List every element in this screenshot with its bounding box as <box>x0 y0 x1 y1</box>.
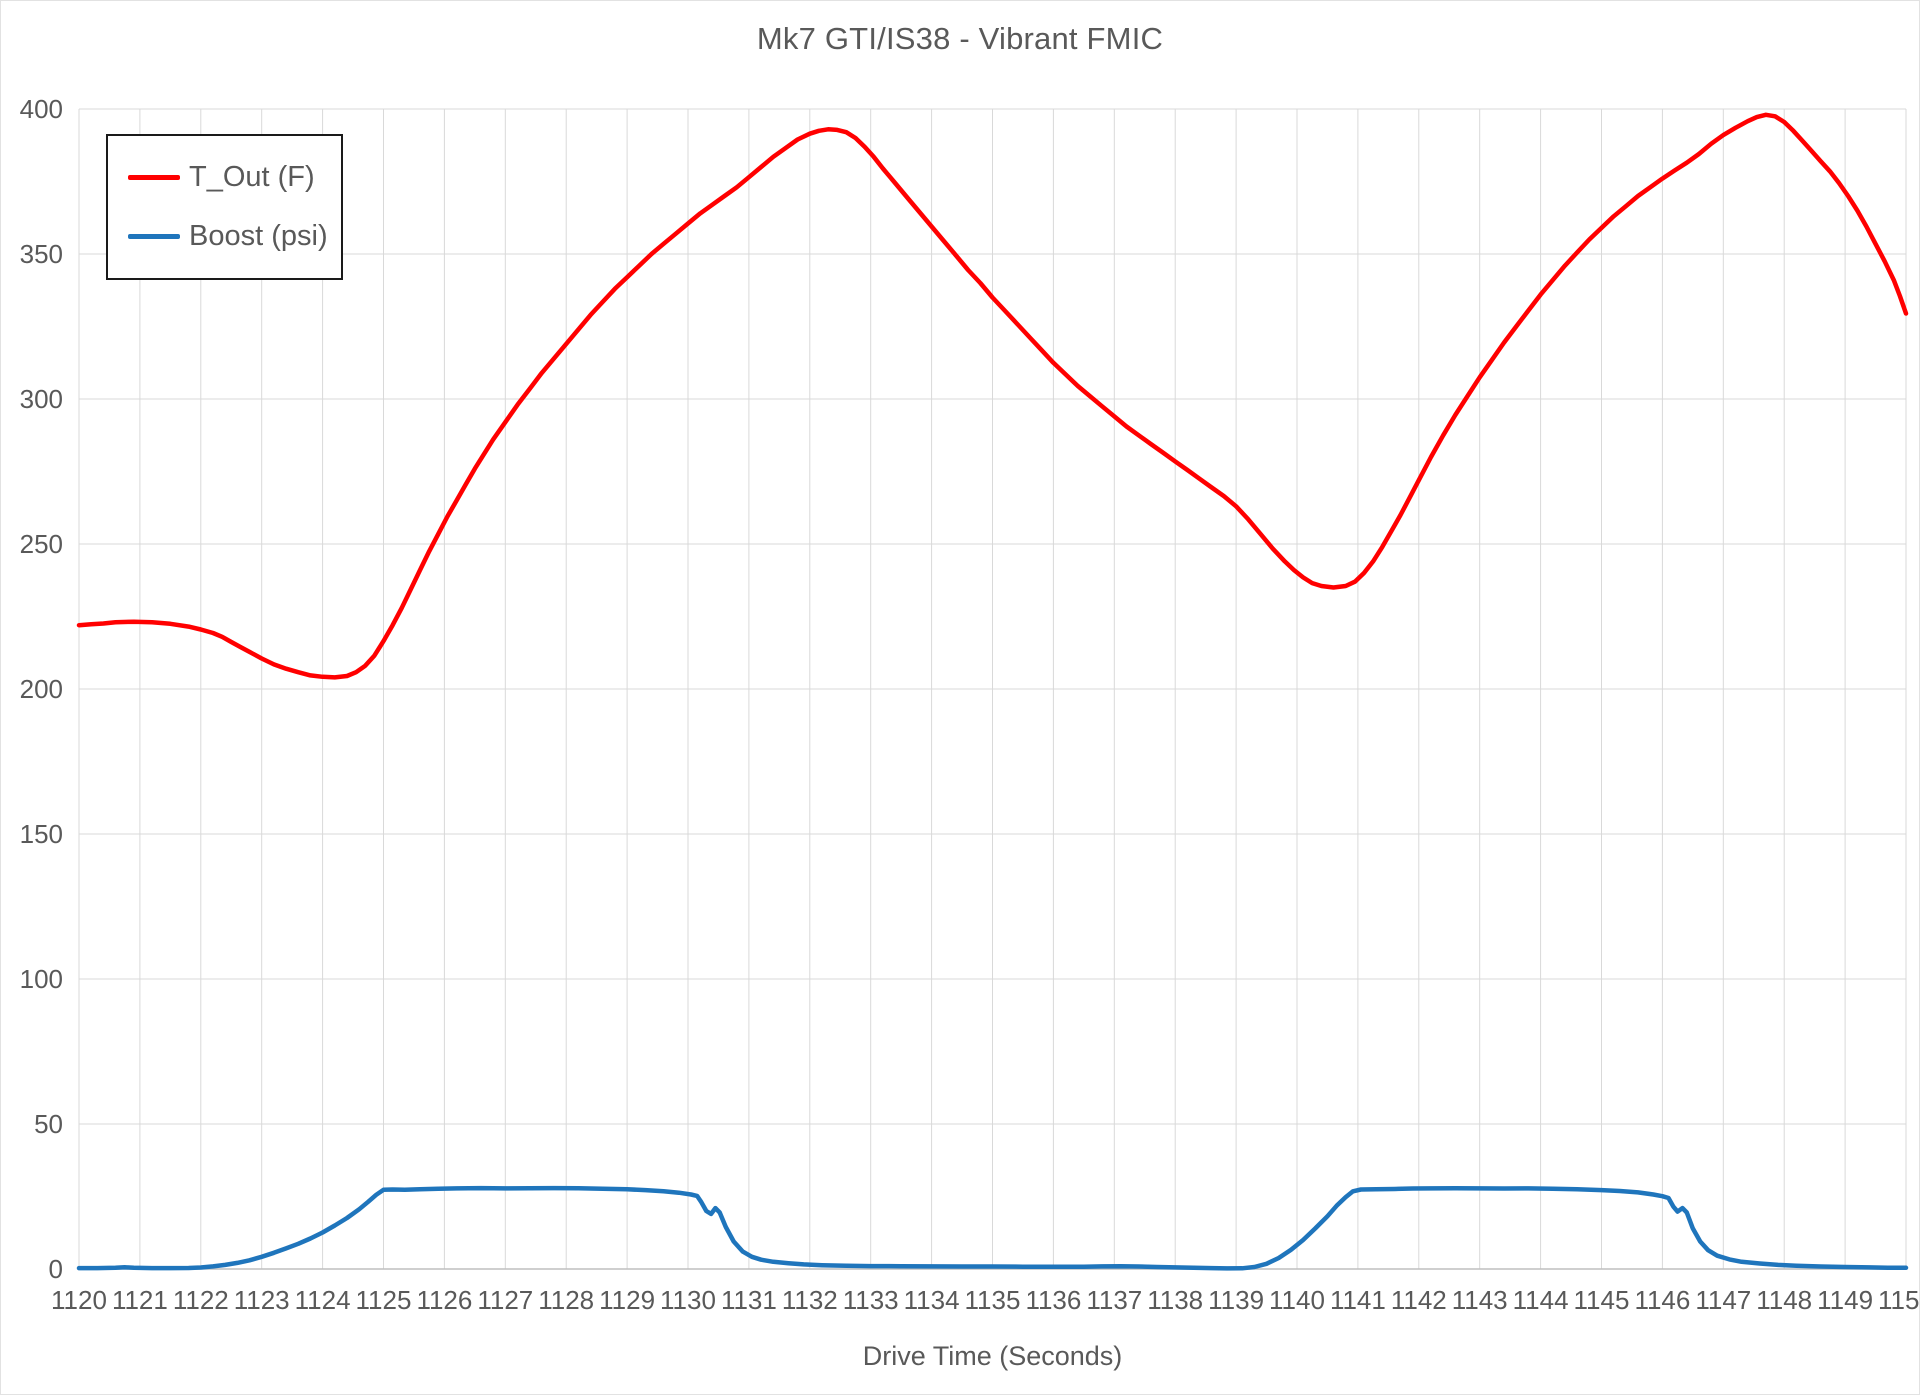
legend-item-boost[interactable]: Boost (psi) <box>128 220 341 253</box>
x-tick-label: 1128 <box>538 1285 594 1315</box>
x-tick-label: 1130 <box>660 1285 716 1315</box>
x-tick-label: 1146 <box>1634 1285 1690 1315</box>
x-tick-label: 1132 <box>782 1285 838 1315</box>
x-tick-label: 1136 <box>1025 1285 1081 1315</box>
x-tick-label: 1148 <box>1756 1285 1812 1315</box>
x-tick-label: 1129 <box>599 1285 655 1315</box>
y-tick-label: 0 <box>49 1254 63 1284</box>
x-axis-title: Drive Time (Seconds) <box>862 1341 1123 1371</box>
x-tick-label: 1138 <box>1147 1285 1203 1315</box>
x-tick-label: 1131 <box>721 1285 777 1315</box>
x-tick-label: 1126 <box>416 1285 472 1315</box>
legend-item-t-out[interactable]: T_Out (F) <box>128 161 341 194</box>
legend-label-boost: Boost (psi) <box>189 219 328 252</box>
x-tick-label: 1133 <box>843 1285 899 1315</box>
legend-label-t-out: T_Out (F) <box>189 161 315 194</box>
x-tick-label: 1144 <box>1513 1285 1569 1315</box>
x-tick-label: 1141 <box>1330 1285 1386 1315</box>
x-tick-label: 1124 <box>295 1285 351 1315</box>
x-tick-label: 1145 <box>1574 1285 1630 1315</box>
y-tick-label: 300 <box>20 384 63 414</box>
y-tick-label: 150 <box>20 819 63 849</box>
x-tick-label: 1139 <box>1208 1285 1264 1315</box>
x-tick-label: 1142 <box>1391 1285 1447 1315</box>
y-tick-label: 50 <box>34 1109 63 1139</box>
x-tick-label: 1134 <box>904 1285 960 1315</box>
chart-title: Mk7 GTI/IS38 - Vibrant FMIC <box>756 21 1164 56</box>
x-tick-label: 1135 <box>965 1285 1021 1315</box>
y-tick-label: 400 <box>20 94 63 124</box>
series-line-boost-psi[interactable] <box>76 1185 1909 1271</box>
x-tick-label: 1137 <box>1086 1285 1142 1315</box>
x-tick-label: 1125 <box>356 1285 412 1315</box>
x-tick-label: 1122 <box>173 1285 229 1315</box>
series-line-t-out-f[interactable] <box>76 112 1909 680</box>
t-out-line-swatch-icon <box>128 175 180 181</box>
x-tick-label: 1150 <box>1878 1285 1920 1315</box>
x-tick-label: 1120 <box>51 1285 107 1315</box>
x-tick-label: 1140 <box>1269 1285 1325 1315</box>
y-tick-label: 350 <box>20 239 63 269</box>
x-tick-label: 1127 <box>477 1285 533 1315</box>
y-tick-label: 100 <box>20 964 63 994</box>
y-tick-label: 250 <box>20 529 63 559</box>
legend[interactable]: T_Out (F) Boost (psi) <box>106 134 343 280</box>
x-tick-label: 1147 <box>1695 1285 1751 1315</box>
boost-line-swatch-icon <box>128 233 180 239</box>
x-tick-label: 1123 <box>234 1285 290 1315</box>
x-tick-label: 1121 <box>112 1285 168 1315</box>
y-tick-label: 200 <box>20 674 63 704</box>
x-tick-label: 1149 <box>1817 1285 1873 1315</box>
x-tick-label: 1143 <box>1452 1285 1508 1315</box>
